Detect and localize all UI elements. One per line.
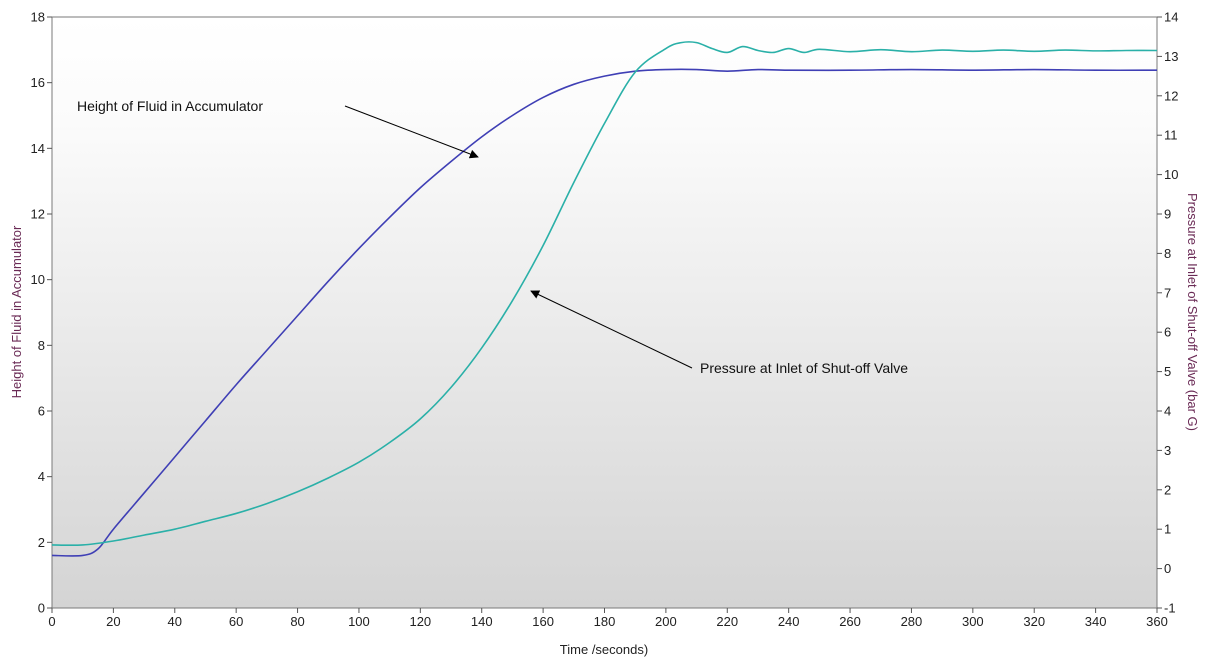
x-tick-label: 20: [106, 614, 120, 629]
x-tick-label: 220: [716, 614, 738, 629]
right-y-tick-label: 11: [1164, 128, 1178, 143]
right-y-tick-label: 3: [1164, 443, 1171, 458]
left-y-tick-label: 8: [38, 338, 45, 353]
x-tick-label: 200: [655, 614, 677, 629]
left-y-tick-label: 10: [31, 272, 45, 287]
x-tick-label: 240: [778, 614, 800, 629]
right-y-tick-label: 0: [1164, 561, 1171, 576]
left-y-tick-label: 18: [31, 10, 45, 25]
annotation-height-arrow: [344, 105, 479, 159]
x-tick-label: 360: [1146, 614, 1168, 629]
x-tick-label: 320: [1023, 614, 1045, 629]
x-tick-label: 0: [48, 614, 55, 629]
x-tick-label: 160: [532, 614, 554, 629]
series-line-pressure: [51, 41, 1158, 547]
right-y-tick-label: 7: [1164, 285, 1171, 300]
left-y-tick-label: 14: [31, 141, 45, 156]
series-layer: [51, 41, 1158, 557]
right-y-tick-label: 12: [1164, 88, 1178, 103]
x-tick-label: 280: [901, 614, 923, 629]
x-axis-title: Time /seconds): [560, 642, 648, 657]
right-y-tick-label: 13: [1164, 49, 1178, 64]
annotation-pressure-arrow: [530, 290, 693, 369]
x-tick-label: 300: [962, 614, 984, 629]
x-tick-label: 120: [409, 614, 431, 629]
annotation-pressure: Pressure at Inlet of Shut-off Valve: [530, 290, 908, 376]
right-y-tick-label: 5: [1164, 364, 1171, 379]
right-y-tick-label: 10: [1164, 167, 1178, 182]
left-y-axis: 0 2 4 6 8 10 12 14 16 18: [31, 10, 52, 616]
series-line-height: [51, 68, 1158, 557]
x-tick-label: 180: [594, 614, 616, 629]
x-tick-label: 60: [229, 614, 243, 629]
right-y-axis-title: Pressure at Inlet of Shut-off Valve (bar…: [1185, 193, 1200, 431]
x-tick-label: 80: [290, 614, 304, 629]
x-tick-label: 140: [471, 614, 493, 629]
left-y-tick-label: 2: [38, 535, 45, 550]
left-y-tick-label: 6: [38, 404, 45, 419]
left-y-tick-label: 12: [31, 207, 45, 222]
right-y-tick-label: 2: [1164, 482, 1171, 497]
right-y-tick-label: 8: [1164, 246, 1171, 261]
plot-area: [51, 16, 1158, 609]
x-tick-label: 340: [1085, 614, 1107, 629]
annotation-height-label: Height of Fluid in Accumulator: [77, 98, 263, 114]
x-tick-label: 40: [168, 614, 182, 629]
x-axis: 0 20 40 60 80 100 120 140 160 180 200 220 240 260 280 3…: [48, 608, 1168, 629]
x-tick-label: 260: [839, 614, 861, 629]
right-y-tick-label: 6: [1164, 325, 1171, 340]
annotation-height: Height of Fluid in Accumulator: [77, 98, 479, 159]
right-y-tick-label: -1: [1164, 601, 1176, 616]
left-y-tick-label: 16: [31, 75, 45, 90]
right-y-tick-label: 1: [1164, 522, 1171, 537]
x-tick-label: 100: [348, 614, 370, 629]
left-y-tick-label: 0: [38, 601, 45, 616]
right-y-tick-label: 9: [1164, 207, 1171, 222]
annotation-pressure-label: Pressure at Inlet of Shut-off Valve: [700, 360, 908, 376]
right-y-tick-label: 4: [1164, 404, 1171, 419]
right-y-tick-label: 14: [1164, 10, 1178, 25]
left-y-axis-title: Height of Fluid in Accumulator: [9, 225, 24, 398]
left-y-tick-label: 4: [38, 469, 45, 484]
